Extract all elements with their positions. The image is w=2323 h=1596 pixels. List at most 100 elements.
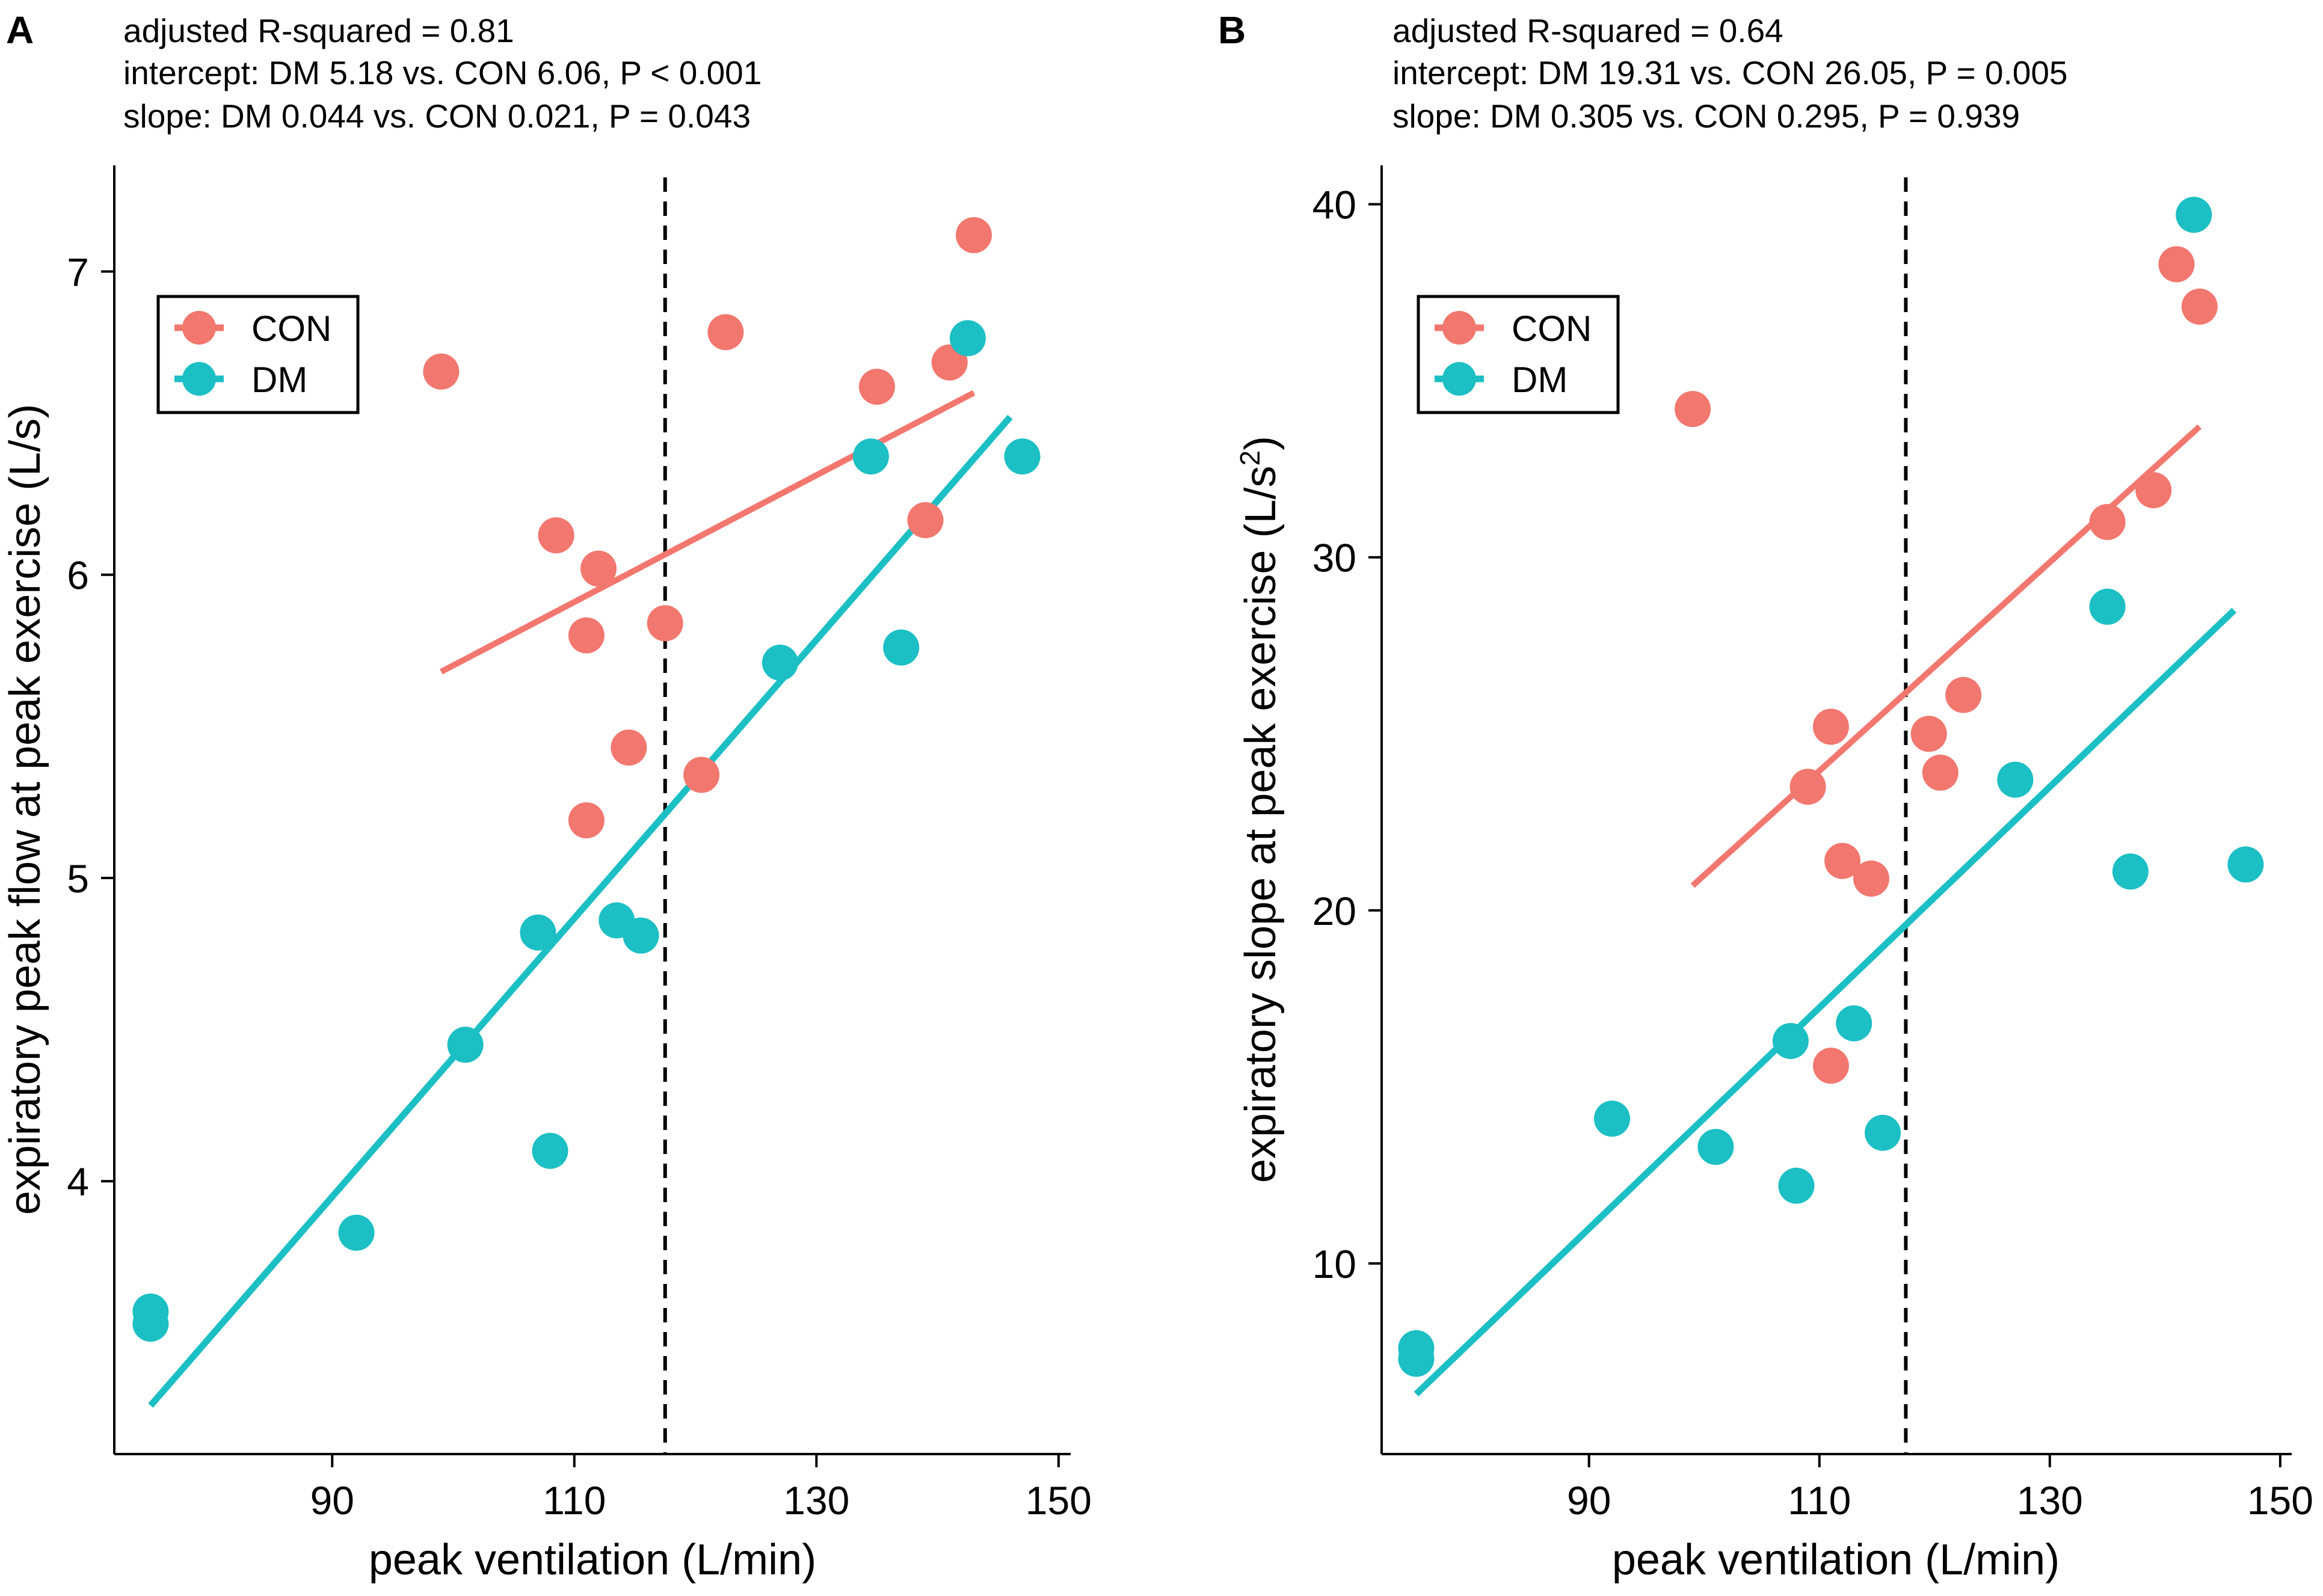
panel-a-gridless-plot: 90 110 130 150 4 5 6 7: [67, 165, 1092, 1523]
panel-b-stat-slope: slope: DM 0.305 vs. CON 0.295, P = 0.939: [1392, 97, 2020, 135]
panel-a-x-tick-label-90: 90: [310, 1478, 354, 1523]
panel-a-y-ticks: 4 5 6 7: [67, 250, 114, 1204]
panel-a-y-axis-title: expiratory peak flow at peak exercise (L…: [1, 404, 49, 1215]
panel-a-letter: A: [6, 8, 34, 52]
panel-b: B adjusted R-squared = 0.64 intercept: D…: [1218, 8, 2313, 1584]
panel-b-legend-dm-label: DM: [1512, 360, 1568, 400]
panel-b-point-con-10: [2089, 503, 2126, 540]
panel-a-point-dm-5: [520, 914, 556, 951]
panel-a-x-axis-title: peak ventilation (L/min): [369, 1536, 816, 1584]
panel-b-legend-con-label: CON: [1512, 308, 1592, 349]
panel-a-y-tick-label-7: 7: [67, 250, 89, 294]
panel-a-y-tick-label-6: 6: [67, 553, 89, 598]
panel-a-legend-dm-marker: [182, 362, 216, 396]
panel-a-x-ticks: 90 110 130 150: [310, 1454, 1092, 1523]
panel-a-point-con-2: [538, 517, 574, 554]
panel-b-x-tick-label-130: 130: [2017, 1478, 2083, 1523]
panel-b-stat-intercept: intercept: DM 19.31 vs. CON 26.05, P = 0…: [1392, 54, 2068, 91]
panel-b-point-dm-11: [2112, 853, 2149, 890]
panel-a-points-con: [423, 216, 992, 839]
panel-a-point-con-11: [955, 216, 992, 253]
panel-a-y-tick-label-5: 5: [67, 856, 89, 901]
panel-b-point-dm-6: [1778, 1167, 1815, 1204]
panel-b-x-tick-label-150: 150: [2247, 1478, 2313, 1523]
panel-b-point-dm-4: [1697, 1129, 1734, 1165]
panel-a-point-dm-2: [132, 1306, 169, 1342]
panel-b-y-axis-title-text: expiratory slope at peak exercise (L/s: [1237, 466, 1285, 1183]
panel-a-point-dm-6: [532, 1132, 568, 1169]
panel-b-point-con-11: [2135, 472, 2172, 509]
panel-a-point-con-1: [423, 353, 460, 390]
panel-b-point-con-7: [1922, 754, 1958, 791]
panel-a-point-con-12: [907, 502, 944, 538]
panel-a-legend-con-marker: [182, 311, 216, 345]
panel-b-y-axis-title-tail: ): [1237, 436, 1285, 450]
panel-a-point-con-7: [568, 802, 605, 839]
panel-a-legend-dm-label: DM: [251, 360, 307, 400]
panel-a-y-axis-title-text: expiratory peak flow at peak exercise (L…: [1, 404, 49, 1215]
panel-b-point-con-8: [1945, 677, 1982, 713]
panel-b-point-con-13: [2181, 288, 2218, 325]
panel-a-point-dm-12: [949, 320, 986, 357]
panel-b-y-axis-title-sup: 2: [1234, 450, 1266, 466]
panel-a-point-dm-8: [623, 917, 659, 954]
panel-b-y-tick-label-10: 10: [1312, 1242, 1356, 1286]
panel-a-point-con-5: [647, 605, 683, 642]
panel-b-point-con-3: [1812, 708, 1849, 745]
panel-b-point-dm-9: [1997, 761, 2034, 798]
panel-b-point-con-6: [1910, 716, 1947, 752]
panel-a-point-dm-9: [762, 644, 798, 681]
panel-b-fit-line-con: [1690, 424, 2202, 888]
panel-b-legend: CON DM: [1417, 295, 1620, 414]
panel-a-points-dm: [132, 320, 1041, 1342]
panel-b-x-ticks: 90 110 130 150: [1567, 1454, 2313, 1523]
panel-a-x-tick-label-110: 110: [543, 1478, 606, 1523]
panel-b-point-dm-10: [2089, 588, 2126, 625]
panel-b-gridless-plot: 90 110 130 150 10 20 30 40: [1312, 165, 2313, 1523]
panel-a-point-con-9: [858, 369, 895, 405]
panel-b-points-dm: [1398, 197, 2264, 1377]
panel-b-x-tick-label-90: 90: [1567, 1478, 1611, 1523]
panel-a: A adjusted R-squared = 0.81 intercept: D…: [1, 8, 1092, 1584]
panel-b-points-con: [1675, 246, 2218, 1084]
panel-a-point-con-13: [683, 757, 720, 793]
panel-b-x-axis-title: peak ventilation (L/min): [1612, 1536, 2060, 1584]
panel-a-x-tick-label-150: 150: [1026, 1478, 1092, 1523]
panel-b-point-con-5: [1853, 860, 1889, 897]
panel-b-y-tick-label-30: 30: [1312, 536, 1356, 580]
panel-a-y-tick-label-4: 4: [67, 1159, 89, 1204]
panel-b-point-dm-12: [2176, 197, 2212, 233]
panel-b-point-dm-2: [1398, 1340, 1435, 1377]
panel-a-point-con-8: [707, 314, 744, 351]
panel-b-y-axis-title: expiratory slope at peak exercise (L/s2): [1234, 436, 1285, 1183]
panel-a-legend: CON DM: [156, 295, 360, 414]
panel-b-y-ticks: 10 20 30 40: [1312, 183, 1382, 1286]
panel-a-point-dm-10: [852, 438, 889, 475]
panel-a-point-dm-3: [338, 1214, 375, 1251]
panel-b-fit-line-dm: [1414, 607, 2237, 1397]
panel-b-point-con-12: [2158, 246, 2195, 283]
panel-b-y-tick-label-40: 40: [1312, 183, 1356, 227]
panel-b-point-dm-7: [1836, 1005, 1872, 1042]
panel-a-point-dm-11: [883, 629, 920, 666]
panel-a-stat-intercept: intercept: DM 5.18 vs. CON 6.06, P < 0.0…: [123, 54, 762, 91]
panel-b-legend-con-marker: [1442, 311, 1476, 345]
panel-a-stat-r2: adjusted R-squared = 0.81: [123, 12, 514, 49]
panel-b-point-con-2: [1789, 769, 1826, 805]
panel-a-point-dm-4: [447, 1027, 484, 1063]
panel-b-point-dm-3: [1594, 1100, 1631, 1137]
panel-b-x-tick-label-110: 110: [1788, 1478, 1851, 1523]
panel-a-point-con-6: [611, 729, 647, 766]
panel-b-point-dm-13: [2227, 846, 2264, 883]
panel-a-fit-line-dm: [148, 414, 1013, 1408]
panel-a-fit-line-con: [440, 390, 976, 675]
panel-b-letter: B: [1218, 8, 1246, 52]
panel-b-legend-dm-marker: [1442, 362, 1476, 396]
panel-b-point-con-1: [1675, 391, 1711, 428]
panel-a-legend-con-label: CON: [251, 308, 331, 349]
panel-a-point-dm-13: [1004, 438, 1041, 475]
panel-a-point-con-3: [580, 550, 617, 587]
panel-a-point-con-4: [568, 617, 605, 654]
panel-b-point-con-4: [1824, 843, 1861, 879]
